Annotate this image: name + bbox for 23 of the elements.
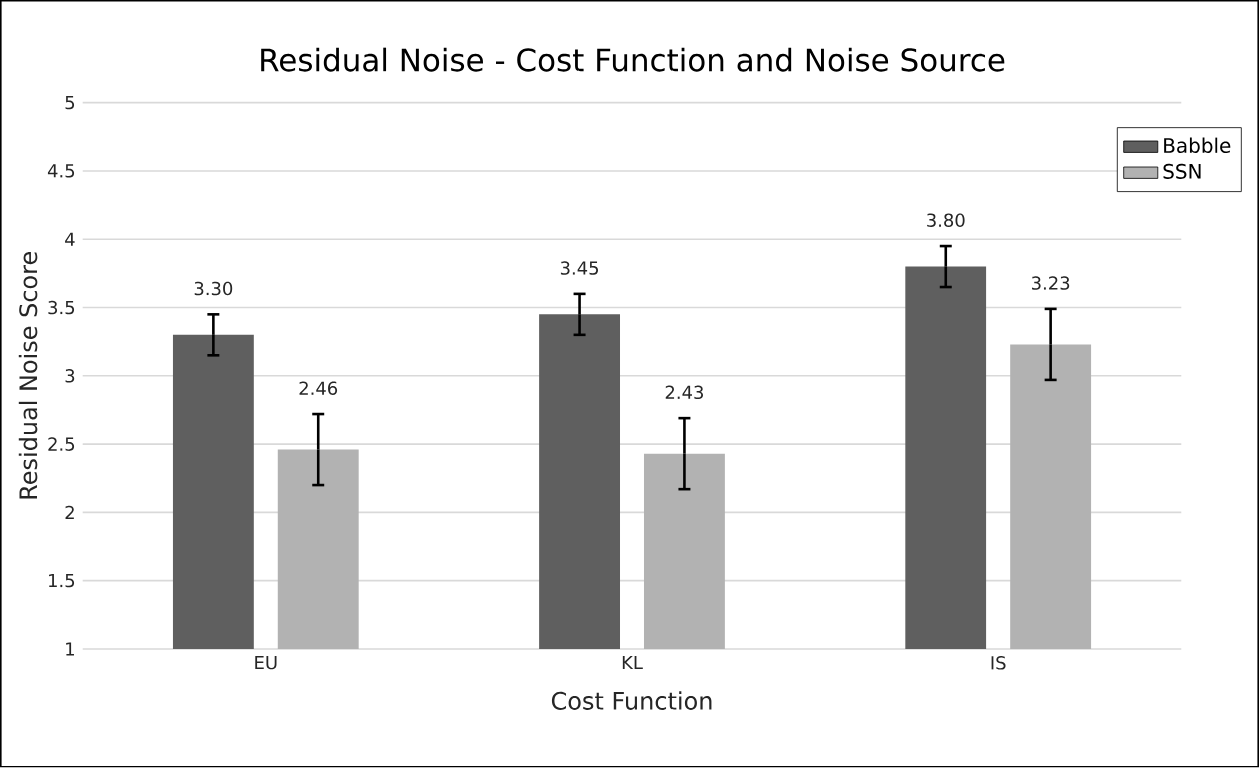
data-label: 3.23	[1032, 276, 1070, 291]
data-label: 3.80	[927, 213, 965, 228]
x-tick-label: IS	[991, 656, 1006, 670]
y-tick-label: 4.5	[47, 164, 75, 178]
y-axis-title: Residual Noise Score	[18, 252, 38, 499]
chart-title: Residual Noise - Cost Function and Noise Source	[261, 47, 1005, 72]
legend-label: SSN	[1163, 163, 1201, 180]
y-tick-label: 2.5	[48, 437, 75, 452]
y-tick-label: 5	[65, 96, 75, 110]
data-label: 2.43	[665, 385, 703, 400]
data-label: 3.30	[194, 281, 233, 296]
y-tick-label: 1.5	[49, 574, 75, 588]
x-tick-label: KL	[622, 656, 643, 670]
data-label: 2.46	[299, 381, 338, 396]
y-tick-label: 1	[66, 642, 74, 656]
y-tick-label: 4	[65, 232, 75, 246]
x-axis-title: Cost Function	[551, 691, 712, 711]
data-label: 3.45	[560, 261, 598, 275]
y-tick-label: 2	[65, 505, 74, 520]
x-tick-label: EU	[255, 656, 277, 670]
y-tick-label: 3	[65, 369, 75, 383]
legend-label: Babble	[1164, 137, 1231, 154]
y-tick-label: 3.5	[48, 300, 75, 315]
